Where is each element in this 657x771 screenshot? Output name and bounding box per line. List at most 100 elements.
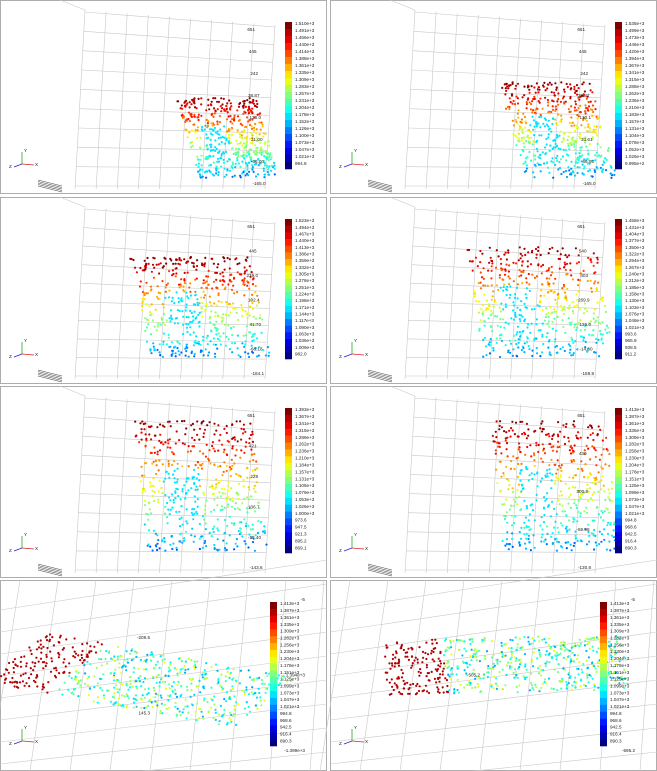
- point: [117, 691, 119, 693]
- point: [196, 513, 198, 515]
- point: [495, 431, 497, 433]
- point: [519, 663, 521, 665]
- point: [198, 717, 200, 719]
- point: [140, 466, 142, 468]
- point: [479, 660, 481, 662]
- colorbar-label: 1.236e+3: [625, 98, 645, 103]
- point: [496, 663, 498, 665]
- point: [170, 259, 172, 261]
- point: [12, 661, 14, 663]
- point: [158, 440, 160, 442]
- point: [229, 258, 231, 260]
- point: [246, 701, 248, 703]
- point: [202, 463, 204, 465]
- point: [495, 677, 497, 679]
- point: [473, 653, 475, 655]
- point: [11, 681, 13, 683]
- point: [179, 525, 181, 527]
- point: [599, 146, 601, 148]
- point: [212, 155, 214, 157]
- colorbar-segment: [615, 470, 622, 477]
- point: [587, 123, 589, 125]
- point: [150, 512, 152, 514]
- point: [557, 168, 559, 170]
- point: [187, 118, 189, 120]
- point: [188, 356, 190, 358]
- point: [563, 171, 565, 173]
- point: [442, 670, 444, 672]
- point: [159, 547, 161, 549]
- point: [586, 673, 588, 675]
- point: [522, 163, 524, 165]
- point: [541, 283, 543, 285]
- point: [169, 544, 171, 546]
- point: [159, 292, 161, 294]
- point: [573, 352, 575, 354]
- point: [506, 531, 508, 533]
- point: [566, 263, 568, 265]
- point: [179, 710, 181, 712]
- point: [213, 107, 215, 109]
- point: [521, 128, 523, 130]
- point: [234, 308, 236, 310]
- point: [268, 174, 270, 176]
- colorbar-label: 1.309e+3: [295, 77, 315, 82]
- point: [224, 324, 226, 326]
- colorbar-segment: [270, 671, 277, 678]
- point: [490, 314, 492, 316]
- point: [182, 442, 184, 444]
- point: [514, 88, 516, 90]
- point: [228, 338, 230, 340]
- point: [236, 263, 238, 265]
- point: [516, 136, 518, 138]
- point: [574, 444, 576, 446]
- point: [244, 708, 246, 710]
- point: [496, 420, 498, 422]
- point: [600, 510, 602, 512]
- point: [560, 253, 562, 255]
- point: [158, 263, 160, 265]
- point: [134, 267, 136, 269]
- point: [439, 673, 441, 675]
- point: [598, 481, 600, 483]
- colorbar-label: 1.499e+3: [625, 28, 645, 33]
- point: [221, 686, 223, 688]
- point: [540, 669, 542, 671]
- colorbar-label: 1.131e+3: [625, 126, 645, 131]
- point: [584, 110, 586, 112]
- colorbar-label: 1.256e+3: [625, 449, 645, 454]
- point: [243, 346, 245, 348]
- point: [195, 294, 197, 296]
- point: [207, 335, 209, 337]
- point: [519, 336, 521, 338]
- point: [198, 98, 200, 100]
- point: [536, 125, 538, 127]
- point: [229, 170, 231, 172]
- point: [245, 259, 247, 261]
- point: [169, 694, 171, 696]
- point: [491, 260, 493, 262]
- point: [248, 171, 250, 173]
- point: [492, 347, 494, 349]
- point: [563, 306, 565, 308]
- colorbar-segment: [615, 272, 622, 279]
- point: [511, 652, 513, 654]
- point: [541, 536, 543, 538]
- point: [145, 266, 147, 268]
- point: [258, 677, 260, 679]
- point: [590, 259, 592, 261]
- point: [501, 688, 503, 690]
- point: [495, 453, 497, 455]
- point: [75, 676, 77, 678]
- colorbar-segment: [285, 226, 292, 233]
- point: [573, 499, 575, 501]
- point: [268, 355, 270, 357]
- point: [573, 542, 575, 544]
- point: [160, 487, 162, 489]
- point: [141, 310, 143, 312]
- point: [546, 87, 548, 89]
- colorbar-label: 1.350e+3: [625, 245, 645, 250]
- point: [518, 140, 520, 142]
- point: [224, 176, 226, 178]
- point: [86, 642, 88, 644]
